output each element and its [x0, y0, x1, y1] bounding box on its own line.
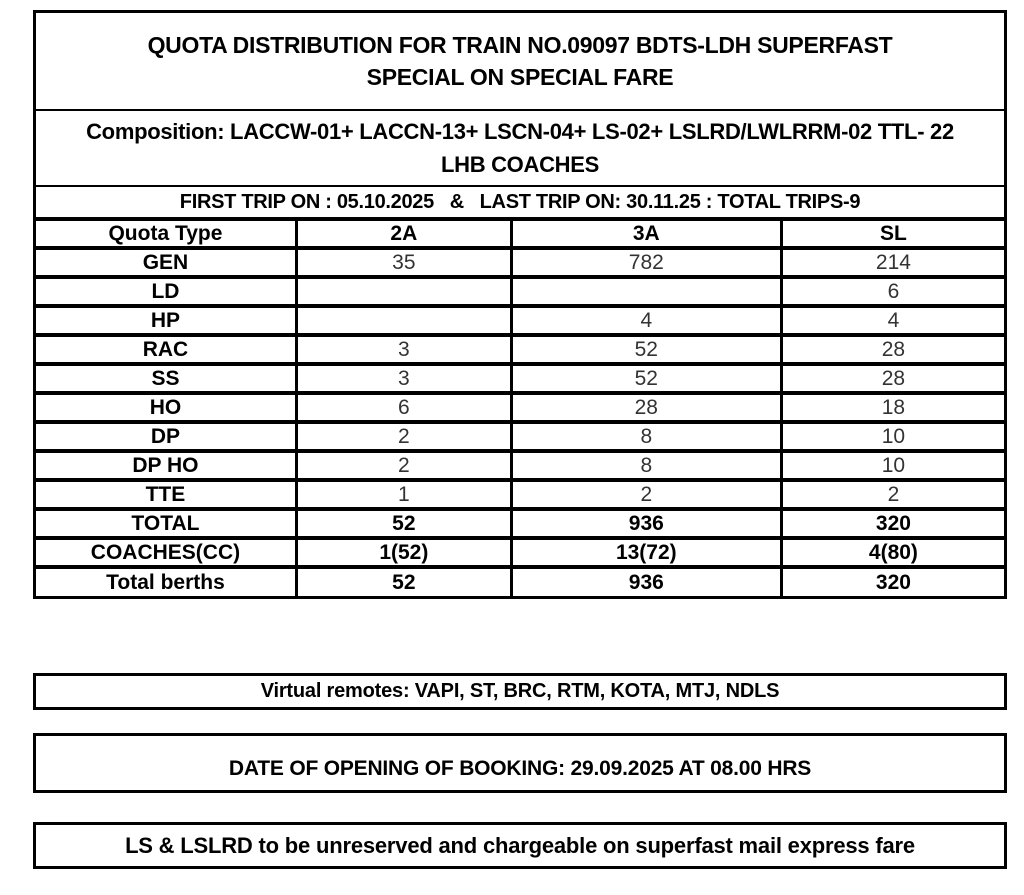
quota-cell: 52 — [294, 507, 513, 540]
row-label: RAC — [36, 333, 298, 366]
quota-cell: 13(72) — [509, 536, 783, 569]
booking-opening-note: DATE OF OPENING OF BOOKING: 29.09.2025 A… — [33, 733, 1007, 793]
quota-cell: 52 — [294, 565, 513, 596]
quota-cell: 52 — [509, 362, 783, 395]
table-row-total: TOTAL 52 936 320 — [36, 507, 1004, 540]
table-row-tte: TTE 1 2 2 — [36, 478, 1004, 511]
row-label: TTE — [36, 478, 298, 511]
table-row-coaches-cc: COACHES(CC) 1(52) 13(72) 4(80) — [36, 536, 1004, 569]
quota-cell: 936 — [509, 565, 783, 596]
quota-cell: 6 — [779, 275, 1004, 308]
row-label: DP — [36, 420, 298, 453]
table-row-ss: SS 3 52 28 — [36, 362, 1004, 395]
quota-cell: 28 — [779, 333, 1004, 366]
column-header-3a: 3A — [509, 217, 783, 250]
quota-cell: 320 — [779, 507, 1004, 540]
quota-cell: 8 — [509, 420, 783, 453]
title-line-1: QUOTA DISTRIBUTION FOR TRAIN NO.09097 BD… — [147, 32, 893, 58]
column-header-quota-type: Quota Type — [36, 217, 298, 250]
quota-notice-document: QUOTA DISTRIBUTION FOR TRAIN NO.09097 BD… — [33, 10, 1007, 599]
row-label: COACHES(CC) — [36, 536, 298, 569]
quota-cell — [294, 275, 513, 308]
table-row-gen: GEN 35 782 214 — [36, 246, 1004, 279]
row-label: HO — [36, 391, 298, 424]
quota-cell: 28 — [779, 362, 1004, 395]
title-line-2: SPECIAL ON SPECIAL FARE — [366, 64, 674, 90]
quota-cell: 2 — [294, 449, 513, 482]
quota-cell: 1(52) — [294, 536, 513, 569]
virtual-remotes-note: Virtual remotes: VAPI, ST, BRC, RTM, KOT… — [33, 673, 1007, 710]
row-label: HP — [36, 304, 298, 337]
quota-cell: 28 — [509, 391, 783, 424]
quota-cell: 1 — [294, 478, 513, 511]
table-row-hp: HP 4 4 — [36, 304, 1004, 337]
quota-cell — [509, 275, 783, 308]
quota-cell: 35 — [294, 246, 513, 279]
quota-cell: 4 — [509, 304, 783, 337]
quota-cell: 214 — [779, 246, 1004, 279]
quota-cell: 320 — [779, 565, 1004, 596]
row-label: Total berths — [36, 565, 298, 596]
quota-cell: 10 — [779, 449, 1004, 482]
column-header-2a: 2A — [294, 217, 513, 250]
quota-cell — [294, 304, 513, 337]
row-label: LD — [36, 275, 298, 308]
row-label: GEN — [36, 246, 298, 279]
table-row-rac: RAC 3 52 28 — [36, 333, 1004, 366]
composition-section: Composition: LACCW-01+ LACCN-13+ LSCN-04… — [36, 111, 1004, 187]
quota-cell: 4(80) — [779, 536, 1004, 569]
table-row-dp-ho: DP HO 2 8 10 — [36, 449, 1004, 482]
row-label: TOTAL — [36, 507, 298, 540]
table-header-row: Quota Type 2A 3A SL — [36, 217, 1004, 250]
composition-line-1: Composition: LACCW-01+ LACCN-13+ LSCN-04… — [86, 119, 954, 144]
quota-cell: 8 — [509, 449, 783, 482]
table-row-ld: LD 6 — [36, 275, 1004, 308]
quota-cell: 18 — [779, 391, 1004, 424]
table-row-ho: HO 6 28 18 — [36, 391, 1004, 424]
row-label: SS — [36, 362, 298, 395]
quota-cell: 3 — [294, 333, 513, 366]
document-title: QUOTA DISTRIBUTION FOR TRAIN NO.09097 BD… — [36, 13, 1004, 111]
table-row-dp: DP 2 8 10 — [36, 420, 1004, 453]
quota-cell: 10 — [779, 420, 1004, 453]
quota-cell: 4 — [779, 304, 1004, 337]
quota-cell: 3 — [294, 362, 513, 395]
quota-cell: 782 — [509, 246, 783, 279]
quota-cell: 52 — [509, 333, 783, 366]
row-label: DP HO — [36, 449, 298, 482]
quota-cell: 2 — [509, 478, 783, 511]
trip-dates-line: FIRST TRIP ON : 05.10.2025 & LAST TRIP O… — [179, 190, 861, 213]
quota-cell: 936 — [509, 507, 783, 540]
quota-distribution-table: Quota Type 2A 3A SL GEN 35 782 214 LD 6 — [36, 217, 1004, 596]
quota-cell: 2 — [779, 478, 1004, 511]
quota-cell: 2 — [294, 420, 513, 453]
quota-cell: 6 — [294, 391, 513, 424]
unreserved-fare-note: LS & LSLRD to be unreserved and chargeab… — [33, 822, 1007, 869]
table-row-total-berths: Total berths 52 936 320 — [36, 565, 1004, 596]
composition-line-2: LHB COACHES — [440, 152, 600, 177]
column-header-sl: SL — [779, 217, 1004, 250]
